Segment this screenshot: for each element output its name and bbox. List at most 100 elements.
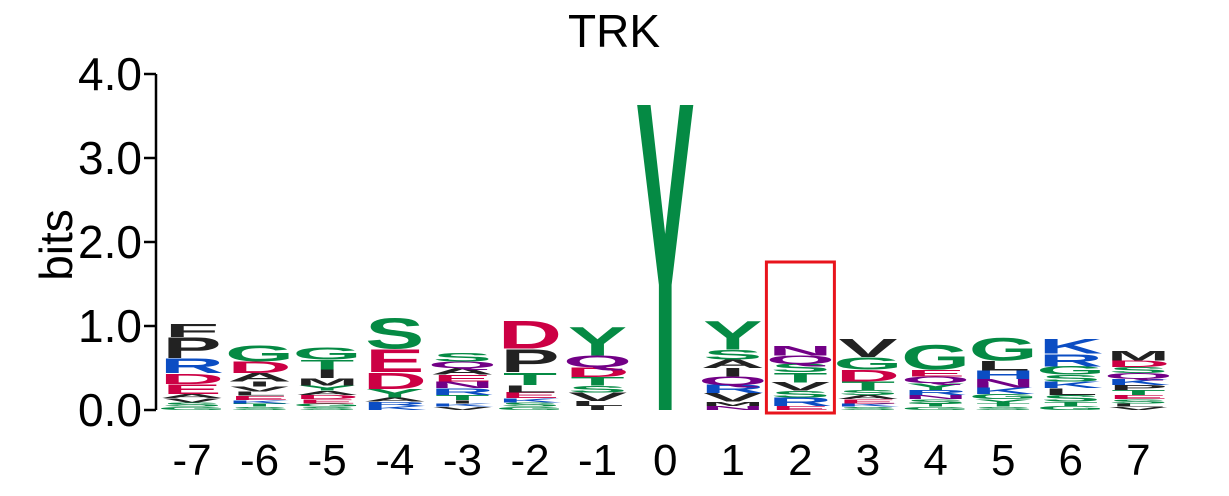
letter-S: S: [703, 347, 762, 362]
letter-S: S: [838, 389, 897, 397]
letter-L: L: [1111, 402, 1165, 407]
letter-G: G: [834, 354, 903, 374]
x-tick-label: 0: [653, 436, 677, 485]
letter-G: G: [1036, 364, 1105, 377]
letter-R: R: [363, 401, 427, 408]
letter-Q: Q: [1104, 372, 1173, 381]
letter-T: T: [503, 369, 557, 389]
letter-R: R: [904, 389, 968, 397]
letter-V: V: [433, 406, 492, 411]
x-axis: -7 -6 -5 -4 -3 -2 -1 0 1 2 3 4 5 6 7: [172, 436, 1150, 485]
letter-K: K: [1106, 378, 1170, 387]
letter-A: A: [295, 390, 359, 397]
letter-A: A: [160, 393, 224, 400]
letter-P: P: [500, 343, 559, 379]
x-tick-label: 6: [1059, 436, 1083, 485]
letter-A: A: [228, 371, 292, 384]
letter-K: K: [971, 386, 1035, 396]
letter-E: E: [771, 405, 830, 412]
letter-K: K: [1039, 335, 1103, 358]
letter-Q: Q: [766, 353, 835, 366]
letter-S: S: [433, 351, 492, 364]
letter-D: D: [1106, 359, 1170, 369]
letter-L: L: [1044, 387, 1098, 397]
letter-K: K: [836, 402, 900, 407]
letter-Q: Q: [428, 360, 497, 370]
letter-E: E: [838, 398, 897, 405]
y-axis: 0.0 1.0 2.0 3.0 4.0: [78, 48, 158, 436]
highlight-box: [764, 260, 836, 415]
letter-P: P: [1109, 384, 1168, 392]
letter-P: P: [162, 331, 221, 364]
letter-E: E: [162, 382, 221, 397]
letter-G: G: [293, 402, 362, 407]
letter-N: N: [768, 343, 832, 358]
x-tick-label: -3: [443, 436, 482, 485]
letter-G: G: [969, 332, 1038, 368]
letter-T: T: [435, 394, 489, 402]
letter-S: S: [500, 401, 559, 408]
letter-G: G: [496, 406, 565, 411]
letter-Q: Q: [698, 374, 767, 387]
letter-G: G: [225, 340, 294, 366]
letter-M: M: [702, 401, 764, 407]
y-tick-label: 0.0: [78, 384, 142, 436]
letter-T: T: [233, 402, 287, 407]
letter-D: D: [836, 367, 900, 385]
letter-G: G: [158, 406, 227, 411]
letter-M: M: [296, 376, 358, 388]
letter-S: S: [974, 406, 1033, 411]
letter-Q: Q: [563, 353, 632, 371]
x-tick-label: 1: [721, 436, 745, 485]
letter-stacks: GSVAEDRPFSTKELVIADGSGEDAYMITGKRAYDESVKIT…: [158, 9, 1173, 496]
letter-Y: Y: [703, 313, 762, 359]
letter-F: F: [165, 320, 219, 341]
x-tick-label: -2: [510, 436, 549, 485]
letter-G: G: [1036, 405, 1105, 412]
letter-S: S: [365, 310, 424, 358]
letter-D: D: [363, 368, 427, 394]
letter-A: A: [430, 366, 494, 376]
x-tick-label: -7: [172, 436, 211, 485]
letter-G: G: [901, 406, 970, 411]
highlight-layer: [764, 260, 836, 415]
letter-E: E: [500, 391, 559, 400]
letter-T: T: [909, 402, 963, 407]
letter-G: G: [901, 338, 970, 377]
x-tick-label: 7: [1126, 436, 1150, 485]
letter-K: K: [498, 397, 562, 404]
y-axis-title: bits: [30, 209, 82, 281]
x-tick-label: -5: [308, 436, 347, 485]
letter-R: R: [701, 383, 765, 396]
letter-N: N: [971, 377, 1035, 390]
letter-T: T: [300, 357, 354, 372]
y-tick-label: 1.0: [78, 300, 142, 352]
letter-L: L: [976, 358, 1030, 373]
stack-0: Y: [636, 9, 695, 496]
letter-S: S: [838, 406, 897, 411]
x-tick-label: 4: [923, 436, 947, 485]
letter-I: I: [315, 368, 340, 381]
letter-S: S: [1109, 398, 1168, 405]
letter-T: T: [841, 379, 895, 392]
letter-K: K: [228, 399, 292, 404]
letter-Y: Y: [365, 387, 424, 400]
letter-K: K: [363, 405, 427, 412]
letter-K: K: [1039, 380, 1103, 390]
letter-Y: Y: [974, 398, 1033, 405]
letter-T: T: [571, 375, 625, 388]
letter-S: S: [230, 406, 289, 411]
letter-T: T: [1111, 389, 1165, 397]
letter-D: D: [295, 394, 359, 401]
letter-L: L: [233, 391, 287, 398]
letter-R: R: [768, 395, 832, 408]
letter-S: S: [568, 384, 627, 394]
